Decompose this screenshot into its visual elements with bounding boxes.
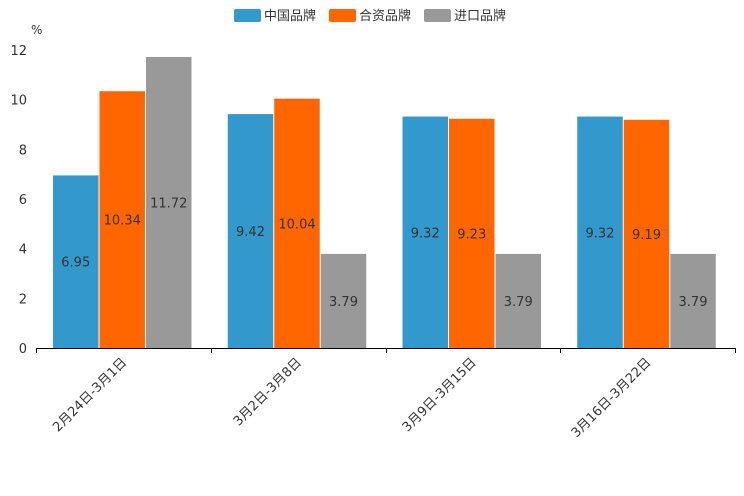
data-label-series-0-category-1: 9.42 [236,225,265,240]
y-tick-label: 2 [19,292,27,307]
bar-series-0-category-0 [53,175,99,348]
data-label-series-1-category-3: 9.19 [632,228,661,243]
y-tick-label: 6 [19,193,27,208]
y-axis-unit-label: % [31,23,42,37]
bar-series-2-category-0 [146,56,192,348]
legend-swatch-china-brand [234,9,261,22]
x-category-label: 3月2日-3月8日 [231,355,305,429]
x-axis-labels: 2月24日-3月1日 3月2日-3月8日 3月9日-3月15日 3月16日-3月22日 [50,355,654,441]
data-label-series-2-category-0: 11.72 [150,196,187,211]
legend-label-imported-brand: 进口品牌 [454,8,506,24]
data-label-series-2-category-2: 3.79 [504,295,533,310]
bar-series-1-category-2 [449,118,495,348]
y-tick-label: 8 [19,143,27,158]
bar-series-0-category-3 [577,116,623,348]
x-category-label: 3月16日-3月22日 [569,355,655,441]
data-label-series-1-category-2: 9.23 [457,227,486,242]
y-tick-label: 4 [19,243,27,258]
x-axis-ticks [36,348,736,353]
data-label-series-2-category-1: 3.79 [329,295,358,310]
legend-swatch-joint-venture-brand [329,9,356,22]
bar-series-1-category-3 [623,119,670,348]
y-axis-ticks: 0 2 4 6 8 10 12 [10,44,27,357]
legend-label-china-brand: 中国品牌 [264,8,316,24]
data-label-series-2-category-3: 3.79 [679,295,708,310]
data-label-series-0-category-2: 9.32 [411,226,440,241]
bar-series-0-category-2 [402,116,448,348]
y-tick-label: 12 [10,44,27,59]
legend-label-joint-venture-brand: 合资品牌 [359,8,411,24]
data-label-series-0-category-3: 9.32 [586,226,615,241]
y-tick-label: 0 [19,342,27,357]
data-labels: 6.95 9.42 9.32 9.32 10.34 10.04 9.23 9.19 11.72 3… [61,196,707,309]
x-category-label: 3月9日-3月15日 [400,355,480,435]
legend: 中国品牌 合资品牌 进口品牌 [234,8,506,24]
data-label-series-1-category-1: 10.04 [278,217,315,232]
bar-series-2-category-1 [320,253,367,348]
data-label-series-1-category-0: 10.34 [104,214,141,229]
bar-series-2-category-2 [495,253,541,348]
y-tick-label: 10 [10,94,27,109]
bar-series-2-category-3 [670,253,716,348]
bars [53,56,716,349]
bar-series-1-category-0 [99,91,145,349]
data-label-series-0-category-0: 6.95 [61,256,90,271]
bar-series-0-category-1 [227,114,274,348]
legend-swatch-imported-brand [424,9,451,22]
bar-series-1-category-1 [274,98,320,348]
x-category-label: 2月24日-3月1日 [50,355,130,435]
